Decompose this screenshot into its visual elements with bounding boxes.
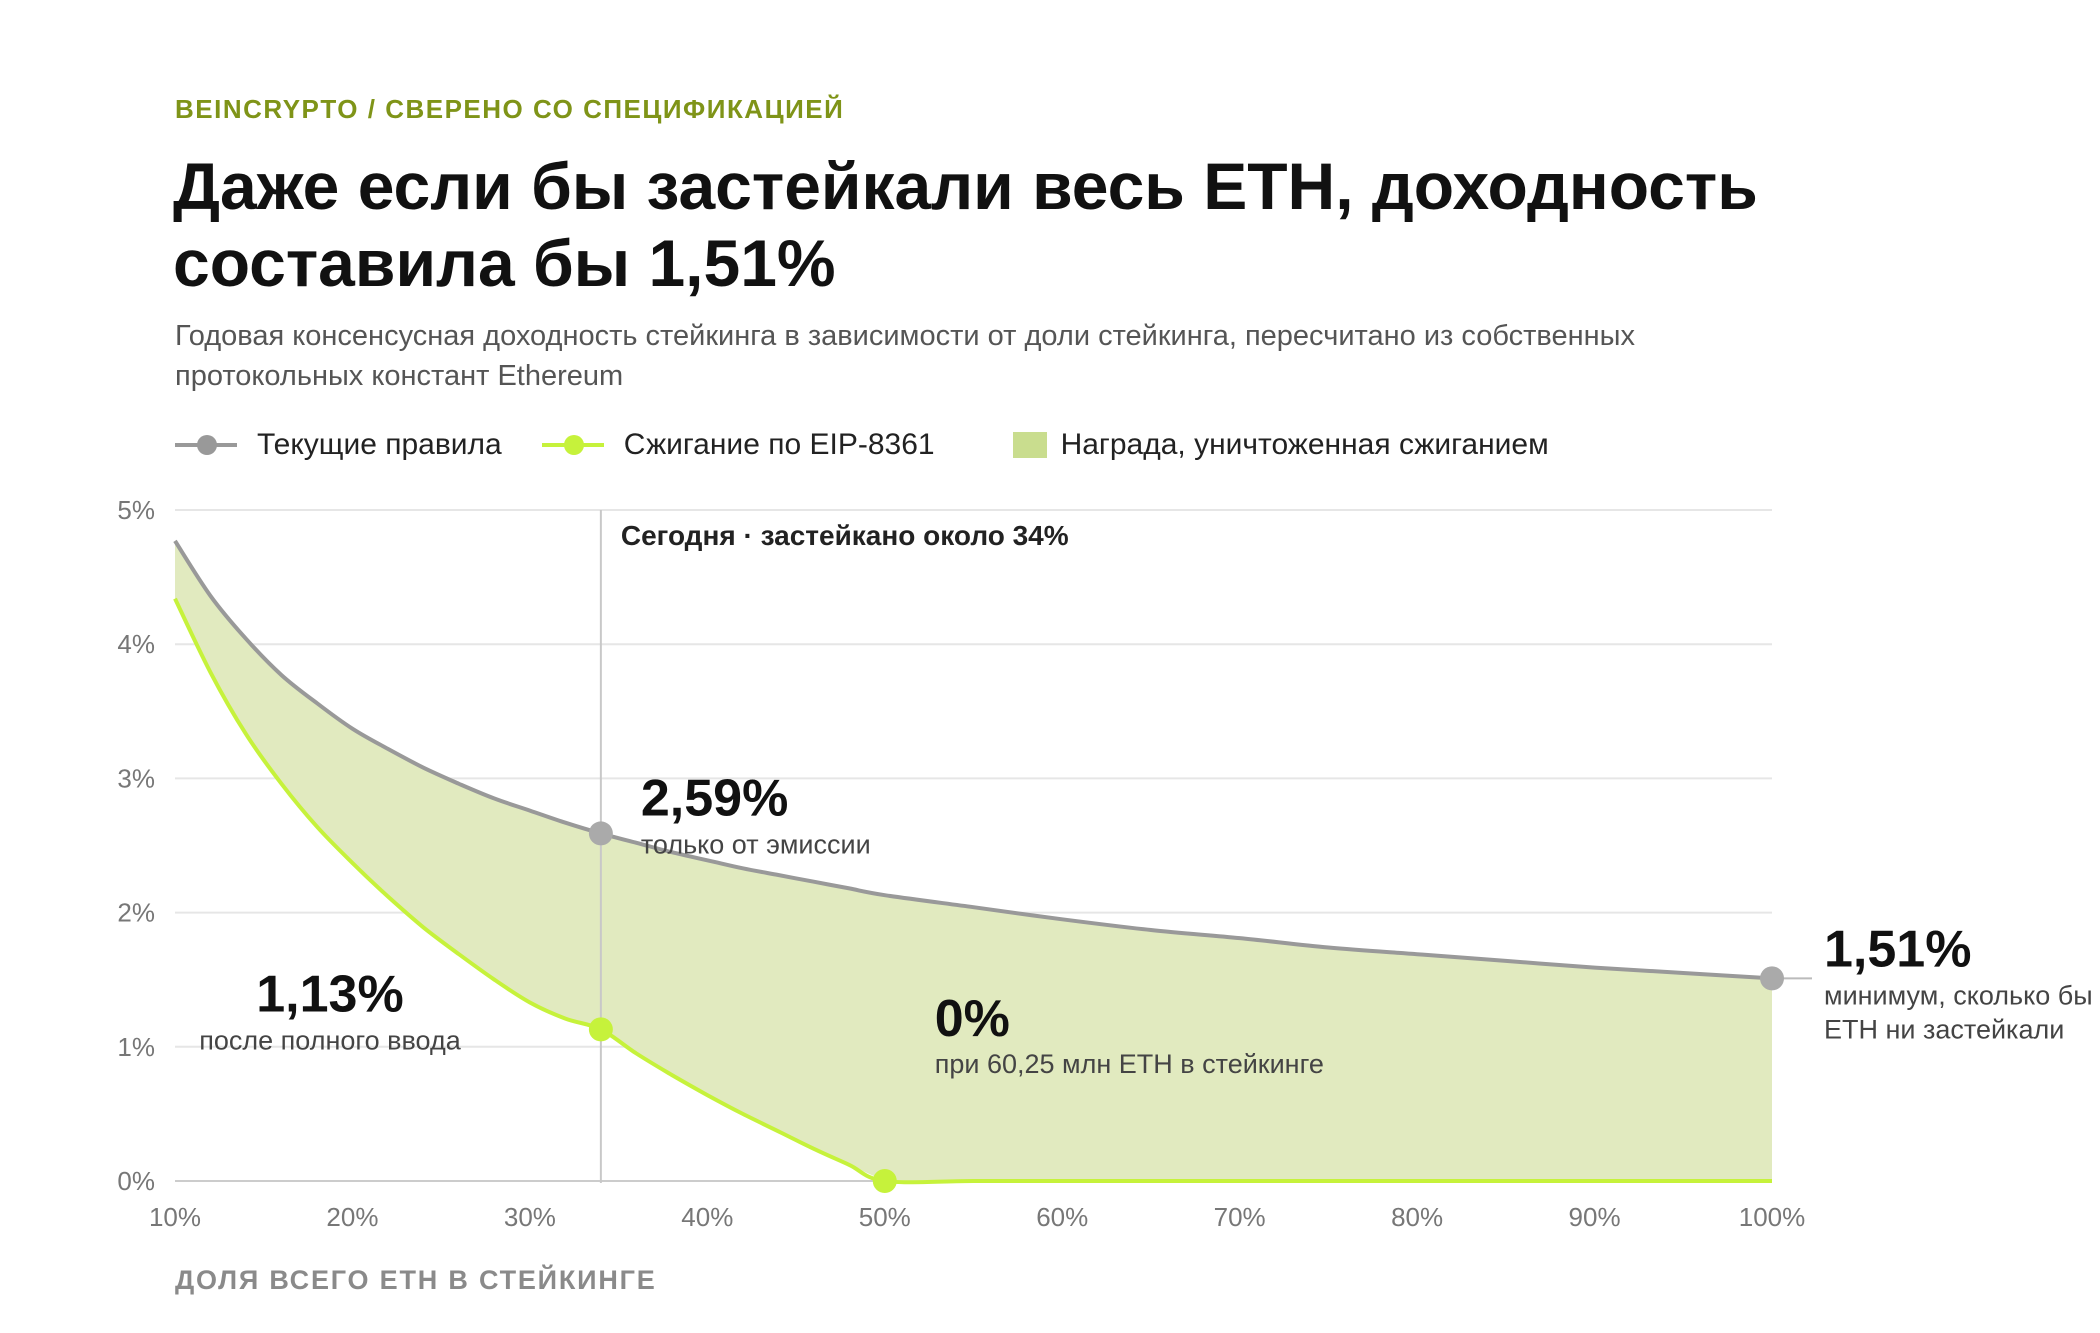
y-tick-label: 1% (117, 1032, 155, 1062)
burned-reward-area (175, 540, 1772, 1181)
x-tick-label: 90% (1569, 1202, 1621, 1232)
annotation-point (588, 821, 613, 846)
annotation-text: ETH ни застейкали (1824, 1014, 2064, 1044)
legend-line-burn-icon (541, 435, 604, 455)
source-label: BEINCRYPTO / СВЕРЕНО СО СПЕЦИФИКАЦИЕЙ (175, 94, 845, 124)
x-tick-label: 10% (149, 1202, 201, 1232)
chart-subtitle: Годовая консенсусная доходность стейкинг… (175, 320, 1635, 392)
series-line-burn (173, 597, 1772, 1185)
legend-dot-current-icon (197, 435, 217, 455)
annotation-value: 2,59% (641, 769, 788, 827)
annotation-point (1760, 966, 1784, 991)
today-label: Сегодня · застейкано около 34% (621, 520, 1069, 551)
legend-label-area: Награда, уничтоженная сжиганием (1060, 428, 1549, 461)
x-tick-label: 60% (1036, 1202, 1088, 1232)
y-tick-label: 0% (117, 1166, 155, 1196)
x-tick-label: 80% (1391, 1202, 1443, 1232)
legend-swatch-area-icon (1012, 432, 1047, 458)
legend-line-current-icon (175, 435, 237, 455)
x-tick-label: 20% (326, 1202, 378, 1232)
y-tick-label: 2% (117, 898, 155, 928)
legend: Текущие правила Сжигание по EIP-8361 Наг… (175, 428, 1589, 462)
annotation-value: 1,13% (256, 965, 403, 1023)
x-tick-label: 70% (1214, 1202, 1266, 1232)
legend-item-current: Текущие правила (175, 428, 502, 462)
annotation-value: 1,51% (1824, 920, 1971, 978)
legend-label-burn: Сжигание по EIP-8361 (623, 428, 935, 461)
x-tick-label: 100% (1739, 1202, 1806, 1232)
legend-label-current: Текущие правила (257, 428, 502, 461)
annotation-point (872, 1169, 897, 1193)
y-tick-label: 3% (117, 763, 155, 793)
annotation-text: при 60,25 млн ETH в стейкинге (935, 1049, 1324, 1079)
y-tick-label: 4% (117, 629, 155, 659)
annotation-value: 0% (935, 990, 1010, 1048)
annotation-point (588, 1017, 613, 1042)
y-tick-label: 5% (117, 495, 155, 525)
legend-item-area: Награда, уничтоженная сжиганием (975, 428, 1549, 462)
annotation-text: минимум, сколько бы (1824, 980, 2093, 1010)
annotation-text: после полного ввода (199, 1025, 461, 1055)
annotation-text: только от эмиссии (641, 829, 871, 859)
x-tick-label: 40% (681, 1202, 733, 1232)
series-line-current (173, 539, 1773, 981)
chart-title: Даже если бы застейкали весь ETH, доходн… (173, 149, 1758, 300)
x-tick-label: 30% (504, 1202, 556, 1232)
legend-dot-burn-icon (563, 435, 584, 455)
x-axis-title: ДОЛЯ ВСЕГО ETH В СТЕЙКИНГЕ (175, 1265, 657, 1295)
x-tick-label: 50% (859, 1202, 911, 1232)
legend-item-burn: Сжигание по EIP-8361 (541, 428, 935, 462)
